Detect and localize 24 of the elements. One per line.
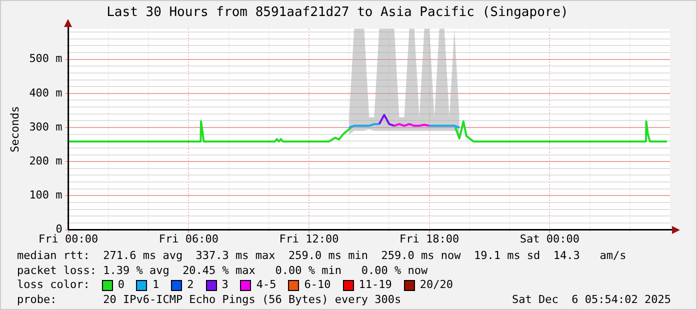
legend-label: 4-5 xyxy=(256,278,276,293)
legend-label: 0 xyxy=(118,278,124,293)
text: probe: 20 IPv6-ICMP Echo Pings (56 Bytes) every 300s xyxy=(17,292,402,308)
text: packet loss: 1.39 % avg 20.45 % max 0.00 % min 0.00 % now xyxy=(17,264,428,278)
x-tick-label: Sat 00:00 xyxy=(520,232,580,246)
text: Sat Dec 6 05:54:02 2025 xyxy=(512,292,671,308)
y-tick-label: 500 m xyxy=(29,52,63,66)
x-tick-label: Fri 12:00 xyxy=(279,232,339,246)
legend-label: 3 xyxy=(222,278,228,293)
y-tick-label: 100 m xyxy=(29,188,63,202)
legend-label: 20/20 xyxy=(420,278,453,293)
text: loss color: xyxy=(17,278,90,293)
legend-label: 11-19 xyxy=(358,278,392,293)
legend-label: 1 xyxy=(152,278,160,293)
x-tick-label: Fri 06:00 xyxy=(158,232,218,246)
text: median rtt: 271.6 ms avg 337.3 ms max 259.0 ms min 259.0 ms now 19.1 ms sd 14.3 am/s xyxy=(17,249,626,264)
y-tick-label: 300 m xyxy=(29,120,63,134)
legend-label: 2 xyxy=(187,278,194,293)
y-tick-label: 400 m xyxy=(29,86,63,100)
chart-title: Last 30 Hours from 8591aaf21d27 to Asia Pacific (Singapore) xyxy=(106,5,568,20)
legend-label: 6-10 xyxy=(304,278,331,293)
x-tick-label: Fri 18:00 xyxy=(400,232,460,246)
y-tick-label: 200 m xyxy=(29,154,63,168)
y-axis-title: Seconds xyxy=(8,106,22,152)
